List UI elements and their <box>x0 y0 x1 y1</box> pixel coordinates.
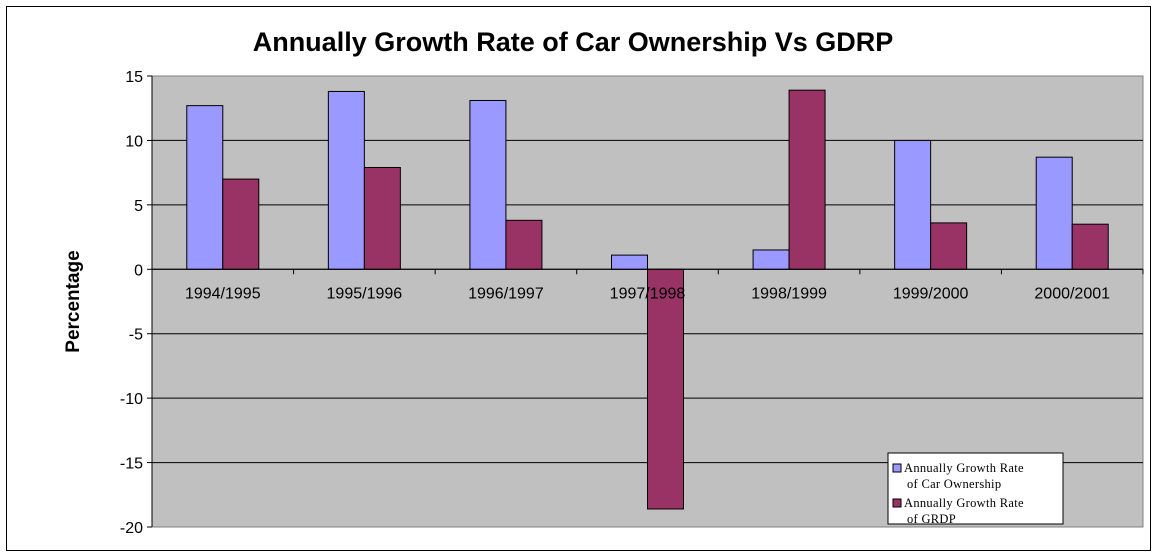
bar-series2 <box>647 268 684 510</box>
bar-series1 <box>1035 156 1073 270</box>
legend: Annually Growth Rate of Car Ownership Annu… <box>887 452 1064 526</box>
bar-series1 <box>611 254 648 270</box>
x-tick-label: 1995/1996 <box>327 285 403 302</box>
legend-label: Annually Growth Rate <box>904 496 1024 510</box>
y-tick-label: 15 <box>125 69 143 86</box>
bar-series2 <box>222 178 260 270</box>
y-tick-label: 5 <box>134 198 143 215</box>
bar-series1 <box>469 99 507 270</box>
bar-series1 <box>327 90 365 270</box>
legend-label: of Car Ownership <box>907 477 1001 491</box>
y-tick-label: -5 <box>129 327 143 344</box>
bar-chart: Annually Growth Rate of Car Ownership Vs… <box>63 27 1144 537</box>
bar-series2 <box>930 222 968 270</box>
y-tick-label: 10 <box>125 133 143 150</box>
legend-swatch <box>892 498 902 508</box>
x-tick-label: 1998/1999 <box>751 285 827 302</box>
legend-label: of GRDP <box>907 512 956 526</box>
x-tick-label: 1996/1997 <box>468 285 544 302</box>
x-tick-label: 1999/2000 <box>893 285 969 302</box>
x-tick-label: 1997/1998 <box>610 285 686 302</box>
y-axis-label: Percentage <box>63 250 84 352</box>
bar-series2 <box>788 89 826 270</box>
y-tick-label: -15 <box>120 456 143 473</box>
bar-series1 <box>752 249 790 270</box>
y-tick-label: -20 <box>120 520 143 537</box>
chart-frame: Annually Growth Rate of Car Ownership Vs… <box>6 6 1151 551</box>
bar-series2 <box>505 219 543 270</box>
bar-series1 <box>894 139 932 270</box>
x-tick-label: 2000/2001 <box>1034 285 1110 302</box>
legend-box <box>887 452 1064 525</box>
chart-title: Annually Growth Rate of Car Ownership Vs… <box>253 27 894 57</box>
bar-series2 <box>1071 223 1109 270</box>
bar-series2 <box>363 166 401 270</box>
y-tick-label: 0 <box>134 262 143 279</box>
x-tick-label: 1994/1995 <box>185 285 261 302</box>
bar-series1 <box>186 105 224 270</box>
legend-swatch <box>892 463 902 473</box>
plot-area: 15 10 5 0 -5 -10 -15 -20 1994/1995 1995/1996 1996/… <box>120 69 1144 537</box>
legend-label: Annually Growth Rate <box>904 461 1024 475</box>
y-tick-label: -10 <box>120 391 143 408</box>
